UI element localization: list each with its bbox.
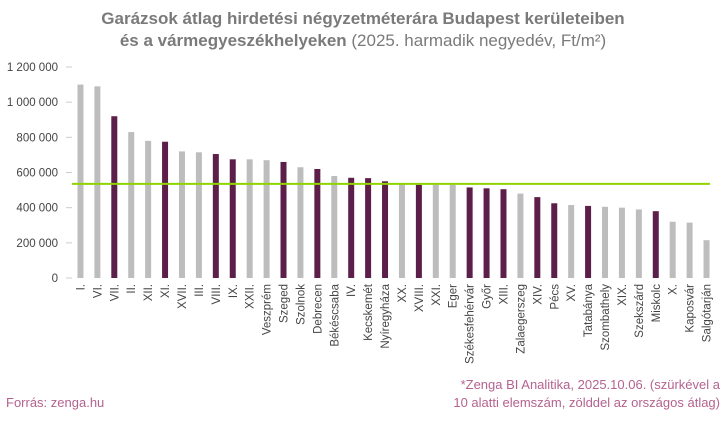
x-tick-label: XXII. xyxy=(245,284,257,309)
x-tick-label: XVII. xyxy=(177,284,189,309)
x-tick-label: Salgótarján xyxy=(702,284,714,342)
bar xyxy=(348,177,355,278)
x-tick-label: Nyíregyháza xyxy=(380,283,392,348)
x-tick-label: Zalaegerszeg xyxy=(515,284,527,354)
bar xyxy=(500,189,507,278)
title-part: (2025. harmadik negyedév, Ft/m²) xyxy=(347,31,607,50)
title-part: Garázsok átlag hirdetési négyzetméterára… xyxy=(101,9,624,28)
source: Forrás: zenga.hu xyxy=(6,395,104,410)
y-tick-label: 600 000 xyxy=(16,168,58,180)
bar xyxy=(602,206,609,278)
bar xyxy=(449,184,456,278)
bar xyxy=(263,160,270,278)
x-tick-label: II. xyxy=(126,284,138,294)
bar xyxy=(280,161,287,278)
bar xyxy=(145,140,152,278)
x-tick-label: Szolnok xyxy=(295,284,307,325)
bar xyxy=(77,84,84,278)
bar xyxy=(415,184,422,278)
x-tick-label: XV. xyxy=(566,284,578,301)
x-tick-label: Veszprém xyxy=(262,284,274,335)
bar xyxy=(195,152,202,278)
bar xyxy=(331,176,338,278)
bar xyxy=(365,178,372,278)
bar xyxy=(229,159,236,278)
title-part: és a vármegyeszékhelyeken xyxy=(120,31,347,50)
y-tick-label: 1 200 000 xyxy=(7,62,58,74)
x-tick-label: III. xyxy=(194,284,206,297)
chart-title: Garázsok átlag hirdetési négyzetméterára… xyxy=(101,9,624,28)
x-tick-label: VII. xyxy=(109,284,121,301)
bar xyxy=(382,181,389,278)
y-tick-label: 0 xyxy=(52,273,58,285)
bar xyxy=(432,184,439,278)
x-tick-label: Kaposvár xyxy=(685,284,697,333)
x-tick-label: XIV. xyxy=(532,284,544,305)
x-tick-label: Pécs xyxy=(549,284,561,310)
y-tick-label: 1 000 000 xyxy=(7,97,58,109)
x-tick-label: XVIII. xyxy=(414,284,426,312)
x-tick-label: XII. xyxy=(143,284,155,301)
x-tick-label: I. xyxy=(75,284,87,290)
y-tick-label: 800 000 xyxy=(16,132,58,144)
x-tick-label: XX. xyxy=(397,284,409,303)
bar xyxy=(398,183,405,278)
x-tick-label: Szeged xyxy=(279,284,291,323)
x-tick-label: Békéscsaba xyxy=(329,283,341,346)
x-tick-label: VI. xyxy=(92,284,104,298)
x-tick-label: Székesfehérvár xyxy=(465,284,477,364)
bar xyxy=(585,205,592,278)
note: 10 alatti elemszám, zölddel az országos … xyxy=(453,395,720,410)
x-tick-label: Győr xyxy=(482,284,494,309)
x-tick-label: VIII. xyxy=(211,284,223,304)
bar xyxy=(618,207,625,278)
x-tick-label: Eger xyxy=(448,284,460,308)
x-tick-label: Szekszárd xyxy=(634,284,646,338)
bar xyxy=(568,205,575,278)
bar xyxy=(635,209,642,278)
bar xyxy=(111,116,118,278)
bar xyxy=(466,187,473,278)
x-tick-label: XIX. xyxy=(617,284,629,306)
x-tick-label: Miskolc xyxy=(651,284,663,323)
bar xyxy=(686,222,693,278)
bar xyxy=(534,197,541,278)
y-tick-label: 400 000 xyxy=(16,203,58,215)
bar xyxy=(669,221,676,278)
x-tick-label: IX. xyxy=(228,284,240,298)
x-tick-label: Kecskemét xyxy=(363,283,375,341)
x-tick-label: IV. xyxy=(346,284,358,297)
x-tick-label: XI. xyxy=(160,284,172,298)
x-tick-label: Debrecen xyxy=(312,284,324,334)
bar xyxy=(314,168,321,278)
x-tick-label: XIII. xyxy=(498,284,510,304)
y-tick-label: 200 000 xyxy=(16,238,58,250)
note: *Zenga BI Analitika, 2025.10.06. (szürké… xyxy=(461,377,721,392)
bar xyxy=(483,188,490,278)
bar xyxy=(517,193,524,278)
chart-title: és a vármegyeszékhelyeken (2025. harmadi… xyxy=(120,31,606,50)
bar xyxy=(212,154,219,278)
bar xyxy=(297,167,304,278)
bar xyxy=(94,86,101,278)
bar xyxy=(246,159,253,278)
bar xyxy=(652,211,659,278)
x-tick-label: Tatabánya xyxy=(583,283,595,337)
bar xyxy=(178,151,185,278)
x-tick-label: X. xyxy=(668,284,680,295)
bar xyxy=(162,141,169,278)
bar xyxy=(703,240,710,278)
bar xyxy=(128,132,135,278)
x-tick-label: XXI. xyxy=(431,284,443,306)
x-tick-label: Szombathely xyxy=(600,284,612,351)
bar xyxy=(551,203,558,278)
